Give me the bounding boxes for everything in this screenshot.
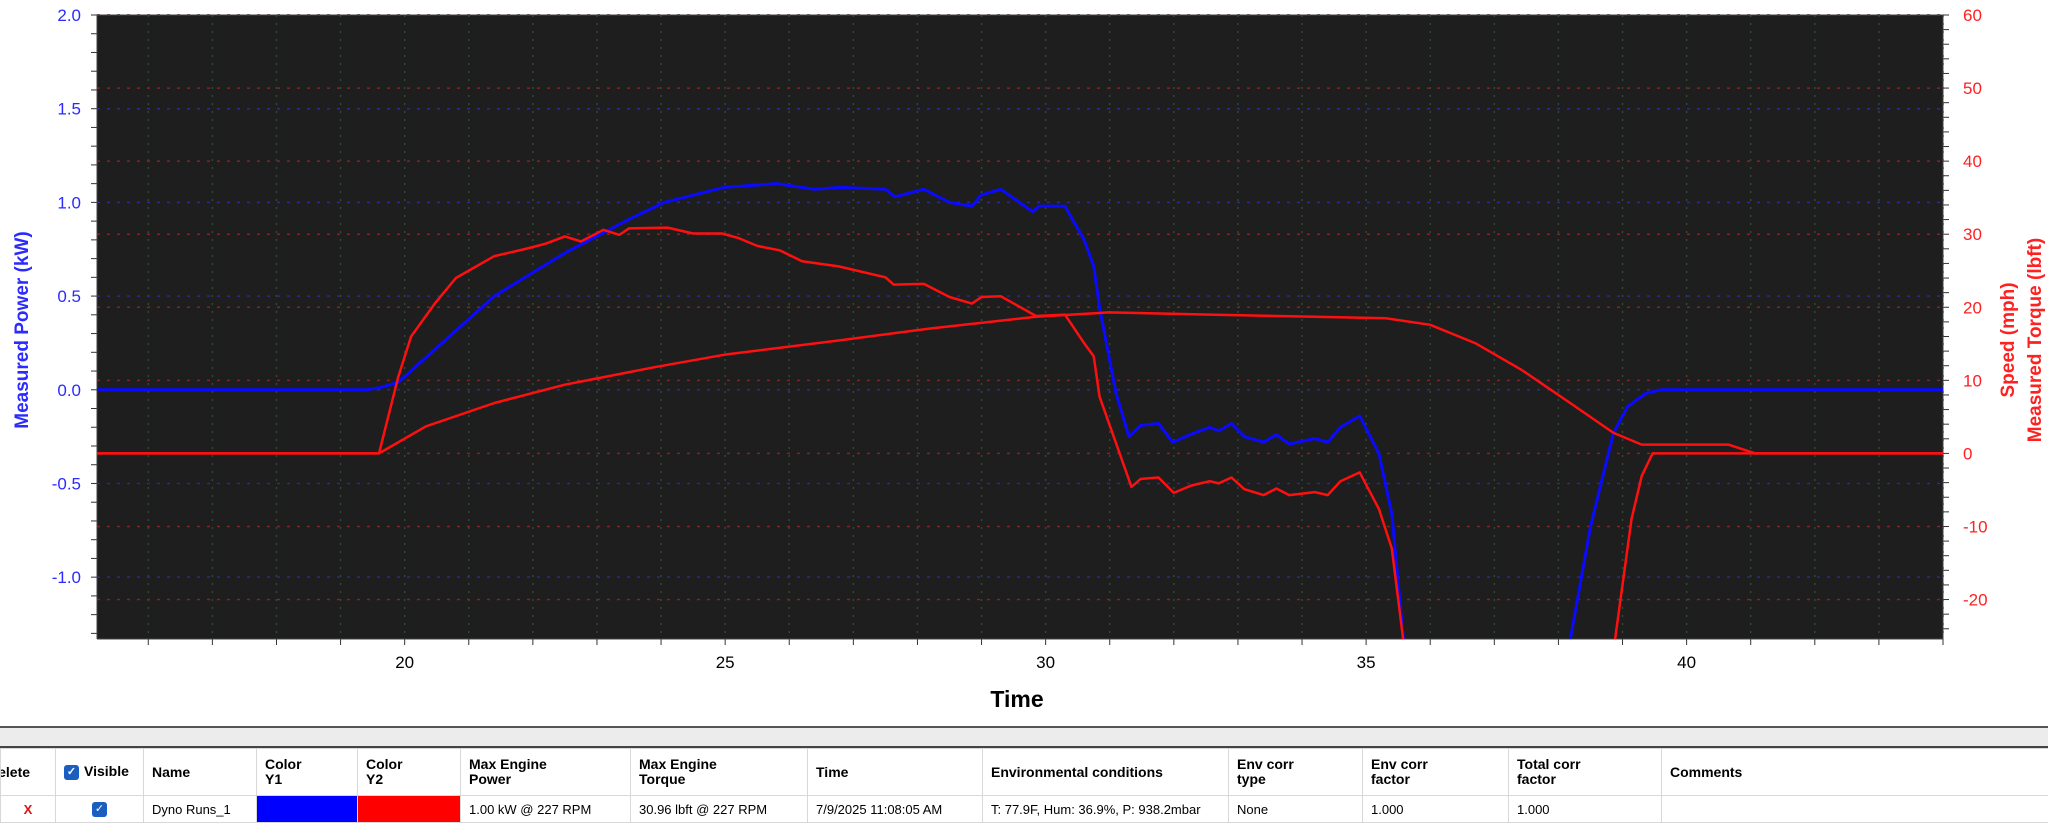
- header-delete[interactable]: Delete: [0, 748, 56, 796]
- y1-tick-label: 1.0: [57, 193, 81, 212]
- header-time[interactable]: Time: [807, 748, 983, 796]
- series-line-speed: [97, 311, 1943, 455]
- y2-tick-label: 40: [1963, 152, 1982, 171]
- splitter-line: [0, 726, 2048, 728]
- header-name[interactable]: Name: [143, 748, 257, 796]
- header-visible-label: Visible: [84, 763, 129, 780]
- y1-tick-label: 0.0: [57, 381, 81, 400]
- cell-name[interactable]: Dyno Runs_1: [143, 795, 257, 823]
- header-max-torque[interactable]: Max Engine Torque: [630, 748, 808, 796]
- series-line-measured-torque: [97, 226, 1943, 639]
- header-total-factor[interactable]: Total corr factor: [1508, 748, 1662, 796]
- y2-tick-label: 0: [1963, 444, 1972, 463]
- y1-tick-label: -0.5: [52, 474, 81, 493]
- header-color-y1[interactable]: Color Y1: [256, 748, 358, 796]
- x-tick-label: 20: [395, 653, 414, 672]
- cell-env: T: 77.9F, Hum: 36.9%, P: 938.2mbar: [982, 795, 1229, 823]
- header-color-y2[interactable]: Color Y2: [357, 748, 461, 796]
- delete-icon[interactable]: X: [0, 795, 56, 823]
- y2-tick-label: 10: [1963, 371, 1982, 390]
- y2-tick-label: 30: [1963, 225, 1982, 244]
- y2-tick-label: 20: [1963, 298, 1982, 317]
- y2-tick-label: 50: [1963, 79, 1982, 98]
- y2-tick-label: -20: [1963, 591, 1988, 610]
- visible-checkbox[interactable]: ✓: [55, 795, 144, 823]
- cell-env-type: None: [1228, 795, 1363, 823]
- y2-tick-label: -10: [1963, 517, 1988, 536]
- cell-color-y1[interactable]: [256, 795, 358, 823]
- header-comments[interactable]: Comments: [1661, 748, 2048, 796]
- y1-tick-label: 1.5: [57, 100, 81, 119]
- y2-tick-label: 60: [1963, 6, 1982, 25]
- x-tick-label: 35: [1357, 653, 1376, 672]
- y1-axis-label: Measured Power (kW): [12, 231, 33, 428]
- series-line-measured-power: [97, 182, 1943, 639]
- cell-color-y2[interactable]: [357, 795, 461, 823]
- y1-tick-label: 2.0: [57, 6, 81, 25]
- check-icon[interactable]: ✓: [92, 802, 107, 818]
- x-tick-label: 25: [716, 653, 735, 672]
- x-tick-label: 30: [1036, 653, 1055, 672]
- x-axis-label: Time: [990, 686, 1043, 712]
- y1-tick-label: -1.0: [52, 568, 81, 587]
- y2-axis-label: Measured Torque (lbft): [2025, 238, 2046, 442]
- cell-env-factor: 1.000: [1362, 795, 1509, 823]
- splitter-bar[interactable]: [0, 728, 2048, 748]
- table-row[interactable]: X ✓ Dyno Runs_1 1.00 kW @ 227 RPM 30.96 …: [0, 795, 2048, 823]
- header-env-type[interactable]: Env corr type: [1228, 748, 1363, 796]
- header-env-factor[interactable]: Env corr factor: [1362, 748, 1509, 796]
- cell-total-factor: 1.000: [1508, 795, 1662, 823]
- header-visible[interactable]: ✓ Visible: [55, 748, 144, 796]
- header-max-power[interactable]: Max Engine Power: [460, 748, 631, 796]
- cell-max-power: 1.00 kW @ 227 RPM: [460, 795, 631, 823]
- y1-tick-label: 0.5: [57, 287, 81, 306]
- y2-axis-label: Speed (mph): [1998, 282, 2019, 397]
- cell-comments[interactable]: [1661, 795, 2048, 823]
- header-env[interactable]: Environmental conditions: [982, 748, 1229, 796]
- dyno-chart: -1.0 -0.5 0.0 0.5 1.0 1.5 2.0 -20 -10 0 10 20 30 40 50…: [12, 6, 2046, 712]
- x-tick-label: 40: [1677, 653, 1696, 672]
- visible-all-checkbox[interactable]: ✓: [64, 764, 79, 780]
- cell-max-torque: 30.96 lbft @ 227 RPM: [630, 795, 808, 823]
- cell-time: 7/9/2025 11:08:05 AM: [807, 795, 983, 823]
